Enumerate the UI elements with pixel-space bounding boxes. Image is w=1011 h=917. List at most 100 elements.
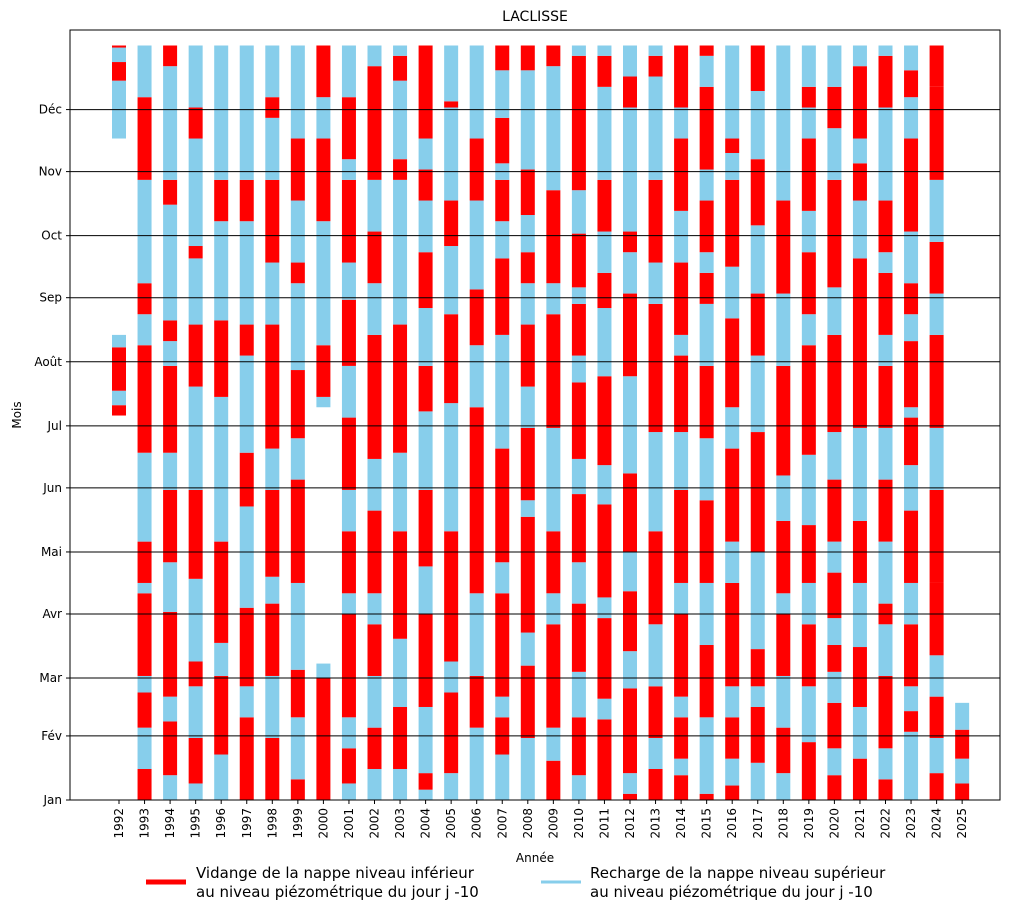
x-tick-label-2004: 2004 <box>419 808 433 839</box>
bar-segment-1998-10 <box>265 97 280 118</box>
bar-segment-2002-8 <box>367 283 382 335</box>
bar-segment-2011-6 <box>597 376 612 466</box>
bar-segment-1997-9 <box>239 45 254 180</box>
bar-segment-1997-4 <box>239 452 254 507</box>
bar-segment-2014-6 <box>674 489 689 583</box>
bar-segment-2008-10 <box>520 215 535 253</box>
bar-segment-2016-13 <box>725 45 740 139</box>
bar-segment-2012-6 <box>623 473 637 552</box>
bar-segment-2011-8 <box>597 272 612 309</box>
bar-segment-2018-7 <box>776 365 791 476</box>
bar-segment-1994-5 <box>163 489 178 563</box>
bar-segment-2001-0 <box>341 783 356 800</box>
bar-segment-2011-7 <box>597 308 612 377</box>
bar-segment-2019-9 <box>801 210 816 253</box>
bar-segment-1993-3 <box>137 675 152 693</box>
bar-segment-2010-4 <box>571 562 586 604</box>
bar-segment-1992-5 <box>112 62 126 81</box>
x-tick-label-2025: 2025 <box>955 808 969 839</box>
bar-segment-2022-10 <box>878 272 893 335</box>
bar-segment-2019-5 <box>801 454 816 526</box>
bar-segment-2023-11 <box>904 283 919 315</box>
bar-segment-1999-8 <box>290 262 305 284</box>
bar-segment-2002-2 <box>367 675 382 728</box>
x-tick-label-2009: 2009 <box>546 808 560 839</box>
bar-segment-2018-0 <box>776 773 791 800</box>
bar-segment-2002-6 <box>367 458 382 511</box>
bar-segment-1995-2 <box>188 686 203 738</box>
bar-segment-2023-9 <box>904 341 919 408</box>
bar-segment-1998-9 <box>265 117 280 180</box>
bar-segment-1998-1 <box>265 675 280 738</box>
bar-segment-2024-1 <box>929 737 944 774</box>
y-ticks-layer: Jan Fév Mar Avr Mai Jun Jul Août Sep Oct Nov Déc <box>34 103 70 807</box>
bar-segment-1997-3 <box>239 506 254 608</box>
bar-segment-2002-4 <box>367 593 382 625</box>
bar-segment-1994-2 <box>163 696 178 722</box>
bar-segment-2005-0 <box>444 773 459 800</box>
bar-segment-2007-6 <box>495 334 510 449</box>
bar-segment-2019-0 <box>801 742 816 800</box>
bar-segment-2025-2 <box>955 729 970 759</box>
bar-segment-2024-11 <box>929 86 944 180</box>
bar-segment-1992-3 <box>112 334 126 348</box>
bar-segment-2016-3 <box>725 686 740 718</box>
x-tick-label-2022: 2022 <box>879 808 893 839</box>
bar-segment-2016-8 <box>725 318 740 408</box>
bar-segment-1993-13 <box>137 45 152 98</box>
bar-segment-2014-9 <box>674 334 689 356</box>
bar-segment-2000-5 <box>316 138 331 222</box>
bar-segment-2015-1 <box>699 717 714 794</box>
bar-segment-2019-4 <box>801 525 816 583</box>
bar-segment-2010-11 <box>571 233 586 288</box>
y-tick-label-Nov: Nov <box>39 165 62 179</box>
bar-segment-2022-0 <box>878 779 893 800</box>
bar-segment-2006-1 <box>469 675 484 728</box>
x-tick-label-2015: 2015 <box>700 808 714 839</box>
bar-segment-2024-0 <box>929 773 944 800</box>
bar-segment-2013-0 <box>648 768 663 800</box>
bar-segment-2009-10 <box>546 45 561 67</box>
bar-segment-2005-6 <box>444 246 459 315</box>
bar-segment-2012-7 <box>623 376 637 474</box>
bar-segment-2004-1 <box>418 773 433 790</box>
bar-segment-2020-5 <box>827 618 842 645</box>
bar-segment-2003-6 <box>393 179 408 325</box>
x-tick-label-2011: 2011 <box>597 808 611 839</box>
bar-segment-2016-6 <box>725 448 740 542</box>
bar-segment-2016-12 <box>725 138 740 153</box>
bar-segment-2010-10 <box>571 287 586 304</box>
bar-segment-2003-8 <box>393 80 408 160</box>
bar-segment-2006-4 <box>469 345 484 408</box>
bar-segment-2006-7 <box>469 138 484 201</box>
bar-segment-1998-0 <box>265 737 280 800</box>
bar-segment-2001-6 <box>341 489 356 532</box>
bar-segment-1994-12 <box>163 66 178 180</box>
bar-segment-2008-4 <box>520 500 535 517</box>
bar-segment-1998-2 <box>265 603 280 676</box>
bar-segment-1994-8 <box>163 341 178 366</box>
bar-segment-1995-7 <box>188 324 203 387</box>
bar-segment-2017-8 <box>750 225 765 294</box>
bar-segment-2005-5 <box>444 314 459 404</box>
bar-segment-2018-11 <box>776 45 791 170</box>
bar-segment-1992-6 <box>112 47 126 63</box>
bar-segment-2022-1 <box>878 748 893 780</box>
bar-segment-2009-6 <box>546 314 561 428</box>
bar-segment-2003-10 <box>393 45 408 56</box>
bar-segment-2015-10 <box>699 200 714 253</box>
bar-segment-2014-5 <box>674 582 689 614</box>
bar-segment-2003-0 <box>393 768 408 800</box>
bar-segment-2016-9 <box>725 266 740 319</box>
bar-segment-2000-6 <box>316 97 331 139</box>
bar-segment-2020-13 <box>827 128 842 180</box>
bar-segment-2020-0 <box>827 775 842 800</box>
bar-segment-2011-3 <box>597 597 612 619</box>
bar-segment-2020-10 <box>827 334 842 433</box>
x-tick-label-2024: 2024 <box>930 808 944 839</box>
bar-segment-2007-7 <box>495 258 510 335</box>
bar-segment-2019-2 <box>801 624 816 687</box>
bar-segment-2019-11 <box>801 107 816 139</box>
bar-segment-1999-9 <box>290 200 305 263</box>
bar-segment-1993-10 <box>137 283 152 315</box>
